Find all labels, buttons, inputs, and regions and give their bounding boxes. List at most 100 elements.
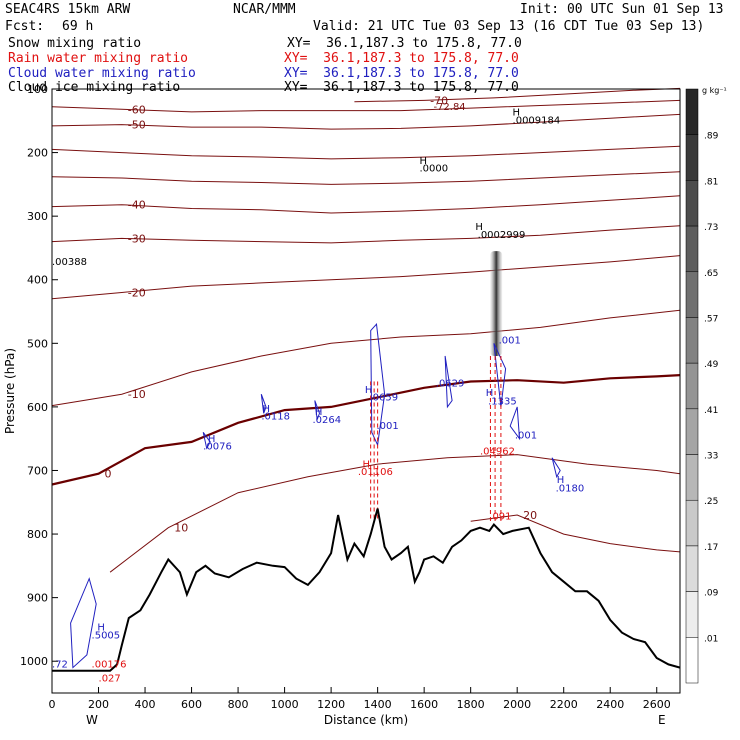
cloud-water-contour	[314, 400, 321, 420]
valid-time: Valid: 21 UTC Tue 03 Sep 13 (16 CDT Tue …	[313, 19, 705, 34]
x-tick-label: 0	[49, 698, 56, 711]
cloud-water-contour	[493, 343, 507, 407]
terrain-line	[52, 508, 681, 672]
field-annotation: H	[315, 407, 323, 418]
isotherm-line	[51, 195, 681, 214]
colorbar-swatch	[685, 637, 699, 684]
org-label: NCAR/MMM	[233, 2, 296, 17]
colorbar-swatch	[685, 180, 699, 227]
field-annotation: .0180	[556, 483, 585, 494]
field-annotation: .04962	[480, 447, 515, 458]
field-annotation: H	[97, 623, 105, 634]
colorbar-label: .89	[704, 132, 719, 142]
y-axis-label: Pressure (hPa)	[3, 348, 17, 434]
x-tick-label: 200	[88, 698, 109, 711]
colorbar-swatch	[685, 88, 699, 135]
isotherm-line	[51, 99, 681, 113]
colorbar-units: g kg⁻¹	[702, 86, 727, 95]
colorbar-label: .17	[704, 543, 718, 553]
field-annotation: H	[365, 385, 373, 396]
field-annotation: H	[486, 388, 494, 399]
colorbar-label: .41	[704, 406, 718, 416]
isotherm-label: -30	[128, 232, 146, 245]
field-annotation: H	[262, 404, 270, 415]
x-tick-label: 2600	[643, 698, 671, 711]
field-annotation: .0076	[203, 441, 232, 452]
isotherm-label: -60	[128, 103, 146, 116]
isotherm-line	[51, 113, 681, 130]
isotherm-line	[51, 309, 681, 407]
field-annotation: H	[513, 108, 521, 119]
x-tick-label: 2000	[503, 698, 531, 711]
plot-frame	[51, 88, 681, 694]
x-tick-label: 2400	[596, 698, 624, 711]
field-annotation: .01106	[358, 467, 393, 478]
legend-cloud-xy: XY= 36.1,187.3 to 175.8, 77.0	[284, 66, 519, 81]
y-tick-label: 300	[27, 210, 48, 223]
field-annotation: .5005	[92, 630, 121, 641]
field-annotation: H	[208, 434, 216, 445]
isotherm-label: -20	[128, 286, 146, 299]
isotherm-line	[354, 87, 681, 103]
field-annotation: .0009184	[513, 115, 561, 126]
cloud-water-contour	[509, 406, 521, 441]
y-tick-label: 600	[27, 401, 48, 414]
x-tick-label: 1200	[317, 698, 345, 711]
colorbar-swatch	[685, 271, 699, 318]
colorbar-swatch	[685, 408, 699, 455]
isotherm-line	[470, 514, 681, 553]
isotherm-line	[51, 255, 681, 300]
field-annotation: .0118	[261, 412, 290, 423]
model-title: SEAC4RS 15km ARW	[5, 2, 131, 17]
field-annotation: .027	[99, 674, 121, 685]
field-annotation: H	[363, 459, 371, 470]
colorbar-swatch	[685, 225, 699, 273]
isotherm-label: -70	[430, 94, 448, 107]
x-tick-label: 1800	[457, 698, 485, 711]
isotherm-line	[51, 171, 681, 185]
cloud-water-contour	[370, 323, 386, 447]
legend-rain: Rain water mixing ratio	[8, 51, 189, 66]
isotherm-label: 0	[105, 468, 112, 481]
isotherm-label: 10	[174, 522, 188, 535]
x-tick-label: 600	[181, 698, 202, 711]
isotherm-label: 20	[523, 509, 537, 522]
isotherm-line	[51, 145, 681, 160]
colorbar-swatch	[685, 499, 699, 547]
field-annotation: -72.84	[433, 102, 465, 113]
forecast-value: 69 h	[62, 19, 94, 34]
field-annotation: .001	[376, 421, 398, 432]
field-annotation: H	[419, 156, 427, 167]
isotherm-label: -50	[128, 119, 146, 132]
colorbar-swatch	[685, 134, 699, 181]
field-annotation: .0629	[436, 379, 465, 390]
field-annotation: .0002999	[478, 230, 526, 241]
field-annotation: .00388	[52, 257, 87, 268]
x-tick-label: 1600	[410, 698, 438, 711]
y-tick-label: 800	[27, 528, 48, 541]
cloud-water-contour	[260, 394, 267, 414]
colorbar-label: .57	[704, 314, 718, 324]
field-annotation: .001	[515, 431, 537, 442]
legend-snow-xy: XY= 36.1,187.3 to 175.8, 77.0	[287, 36, 522, 51]
cloud-water-contour	[70, 577, 97, 669]
legend-ice: Cloud ice mixing ratio	[8, 80, 181, 95]
colorbar-label: .01	[704, 634, 718, 644]
y-tick-label: 500	[27, 337, 48, 350]
x-tick-label: 1400	[364, 698, 392, 711]
y-tick-label: 700	[27, 464, 48, 477]
field-annotation: .001	[499, 335, 521, 346]
colorbar-swatch	[685, 362, 699, 410]
field-annotation: .72	[52, 660, 68, 671]
y-tick-label: 200	[27, 147, 48, 160]
colorbar-swatch	[685, 591, 699, 638]
colorbar-swatch	[685, 317, 699, 364]
field-annotation: .1335	[488, 396, 517, 407]
cloud-water-contour	[551, 457, 561, 479]
legend-cloud: Cloud water mixing ratio	[8, 66, 196, 81]
colorbar-label: .81	[704, 177, 718, 187]
colorbar-label: .09	[704, 589, 719, 599]
y-top-label: 100	[27, 83, 48, 96]
field-annotation: .091	[489, 511, 511, 522]
